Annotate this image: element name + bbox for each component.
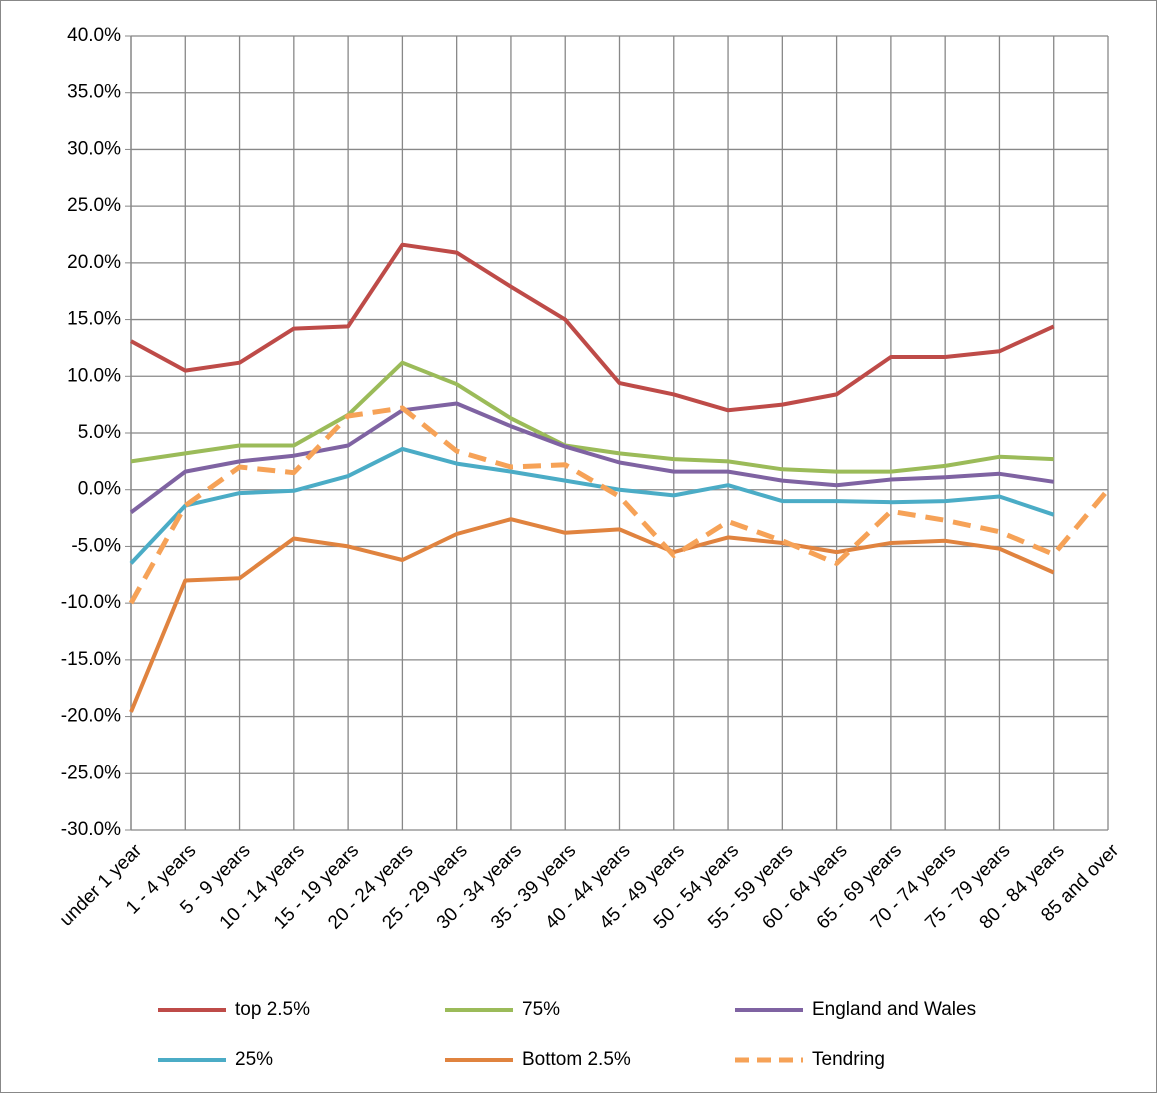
y-tick-label: -30.0%: [61, 819, 121, 840]
y-tick-label: 40.0%: [67, 25, 121, 46]
series-line: [130, 360, 1054, 474]
y-tick-label: 35.0%: [67, 82, 121, 103]
legend-label: 75%: [522, 999, 560, 1020]
y-tick-label: 15.0%: [67, 309, 121, 330]
legend-label: England and Wales: [812, 999, 976, 1020]
y-tick-label: 0.0%: [78, 479, 121, 500]
series-line: [129, 401, 1054, 514]
y-tick-label: 5.0%: [78, 422, 121, 443]
series-line: [128, 405, 1110, 605]
series-line: [130, 242, 1055, 413]
y-tick-label: -20.0%: [61, 706, 121, 727]
y-tick-label: -5.0%: [71, 535, 121, 556]
y-tick-label: 25.0%: [67, 195, 121, 216]
y-tick-label: 10.0%: [67, 365, 121, 386]
y-tick-label: -15.0%: [61, 649, 121, 670]
legend-label: Tendring: [812, 1049, 885, 1070]
legend-label: top 2.5%: [235, 999, 310, 1020]
y-tick-label: 30.0%: [67, 138, 121, 159]
legend-label: 25%: [235, 1049, 273, 1070]
series-line: [129, 446, 1055, 565]
y-tick-label: -10.0%: [61, 592, 121, 613]
series-line: [129, 517, 1055, 713]
y-tick-label: 20.0%: [67, 252, 121, 273]
legend-label: Bottom 2.5%: [522, 1049, 631, 1070]
y-tick-label: -25.0%: [61, 762, 121, 783]
